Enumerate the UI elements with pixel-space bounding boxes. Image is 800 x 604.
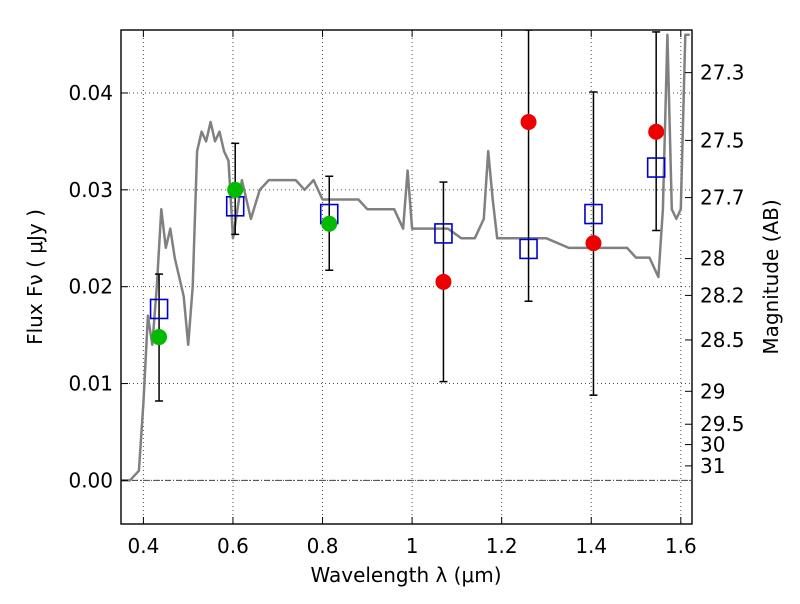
x-axis-title: Wavelength λ (μm) <box>310 563 501 587</box>
model-square <box>149 298 169 320</box>
detection-points <box>151 181 338 346</box>
model-points <box>149 157 666 320</box>
plot-frame <box>120 29 693 525</box>
upper-points <box>435 114 665 290</box>
grid <box>121 30 692 524</box>
red-point <box>435 273 452 290</box>
x-tick-label: 0.4 <box>127 534 159 558</box>
model-square <box>584 203 603 225</box>
template-line <box>121 33 690 482</box>
right-tick-label: 27.3 <box>700 61 745 85</box>
right-tick-label: 27.5 <box>700 128 745 152</box>
detection-point <box>227 181 244 198</box>
right-tick-label: 29 <box>700 379 725 403</box>
red-point <box>520 114 537 131</box>
x-axis-ticks: 0.4 0.6 0.8 1 1.2 1.4 1.6 <box>127 30 697 558</box>
red-point <box>585 235 602 252</box>
y-tick-label: 0.02 <box>68 275 113 299</box>
y-tick-label: 0.01 <box>68 372 113 396</box>
right-tick-label: 27.7 <box>700 186 745 210</box>
template-spectrum <box>121 33 690 482</box>
y-axis-ticks: 0.00 0.01 0.02 0.03 0.04 <box>68 81 128 492</box>
x-tick-label: 1 <box>406 534 419 558</box>
y-tick-label: 0.04 <box>68 81 113 105</box>
right-tick-label: 28.5 <box>700 328 745 352</box>
right-tick-label: 31 <box>700 454 725 478</box>
x-tick-label: 1.2 <box>486 534 518 558</box>
model-square <box>519 238 538 260</box>
x-tick-label: 1.6 <box>665 534 697 558</box>
right-tick-label: 28 <box>700 247 725 271</box>
right-tick-label: 30 <box>700 433 725 457</box>
y-tick-label: 0.00 <box>68 468 113 492</box>
model-square <box>646 157 666 178</box>
detection-point <box>151 329 168 346</box>
model-square <box>434 223 453 244</box>
y-tick-label: 0.03 <box>68 178 113 202</box>
right-tick-label: 29.5 <box>700 412 745 436</box>
x-tick-label: 1.4 <box>575 534 607 558</box>
y-axis-title: Flux Fν ( μJy ) <box>23 209 47 345</box>
right-tick-label: 28.2 <box>700 283 745 307</box>
x-tick-label: 0.8 <box>307 534 339 558</box>
right-axis-title: Magnitude (AB) <box>759 199 783 354</box>
x-tick-label: 0.6 <box>217 534 249 558</box>
detection-point <box>321 215 338 232</box>
red-point <box>648 123 665 140</box>
